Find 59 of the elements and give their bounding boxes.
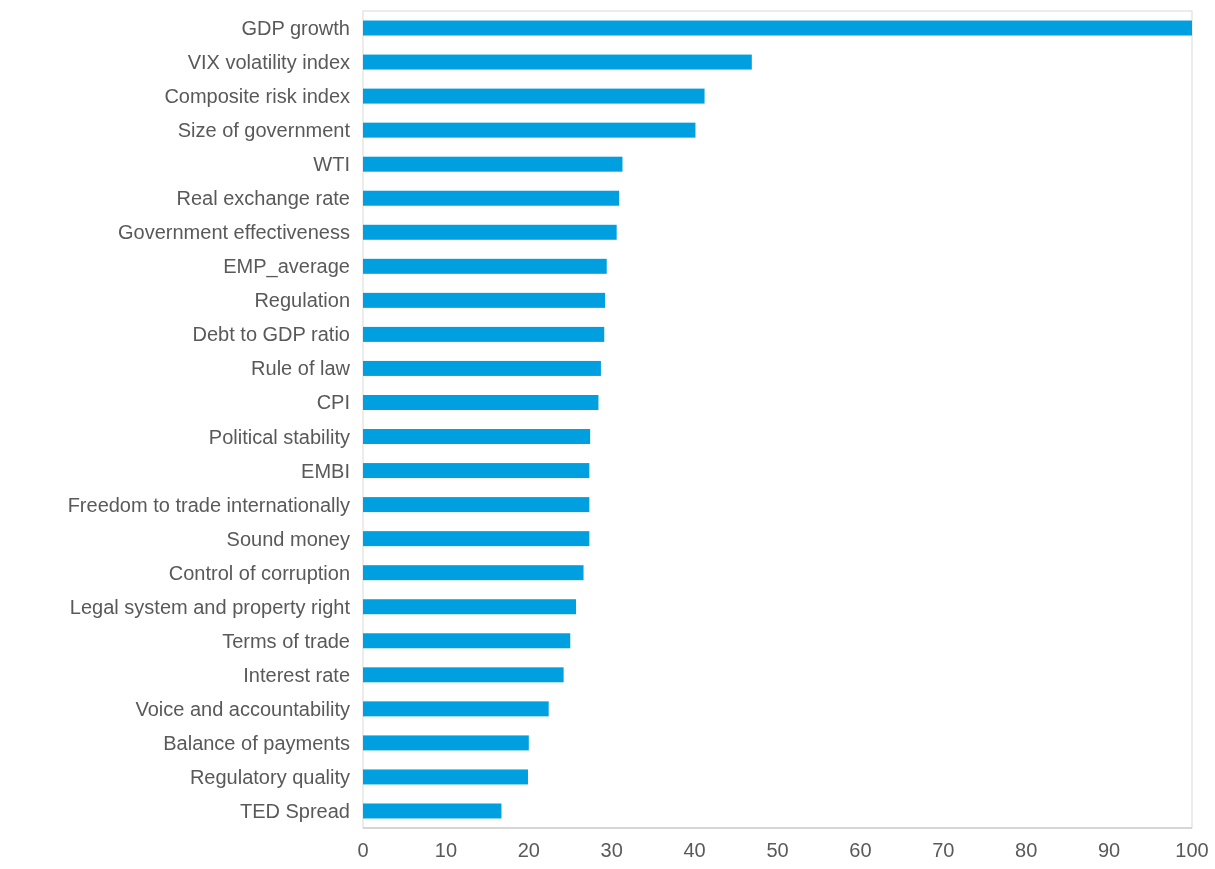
y-tick-label: Political stability xyxy=(208,425,350,448)
y-tick-label: Sound money xyxy=(226,527,350,550)
bar xyxy=(363,429,591,445)
bar xyxy=(363,667,564,683)
y-tick-label: Freedom to trade internationally xyxy=(67,493,350,516)
y-tick-label: GDP growth xyxy=(241,17,350,40)
x-tick-label: 100 xyxy=(1175,839,1209,861)
x-tick-label: 60 xyxy=(849,839,872,861)
y-tick-label: Regulatory quality xyxy=(189,765,350,788)
y-tick-label: Real exchange rate xyxy=(176,187,350,210)
bar xyxy=(363,633,571,649)
x-tick-label: 30 xyxy=(600,839,623,861)
y-tick-label: Regulation xyxy=(254,289,350,312)
bar xyxy=(363,54,752,70)
bar xyxy=(363,20,1192,36)
y-tick-label: Interest rate xyxy=(243,663,350,686)
x-tick-label: 20 xyxy=(517,839,540,861)
x-tick-label: 0 xyxy=(357,839,369,861)
x-tick-label: 40 xyxy=(683,839,706,861)
bar xyxy=(363,531,590,547)
y-tick-label: Rule of law xyxy=(251,357,351,380)
y-tick-label: Debt to GDP ratio xyxy=(192,323,350,346)
bar xyxy=(363,803,502,819)
bar xyxy=(363,224,617,240)
y-tick-label: Terms of trade xyxy=(222,629,350,652)
bar xyxy=(363,122,696,138)
x-tick-label: 90 xyxy=(1097,839,1121,861)
y-tick-label: EMBI xyxy=(301,459,350,482)
x-tick-label: 10 xyxy=(434,839,458,861)
bar xyxy=(363,463,590,479)
bar xyxy=(363,258,607,274)
y-tick-label: VIX volatility index xyxy=(187,51,350,74)
y-tick-label: Government effectiveness xyxy=(118,221,350,244)
y-tick-label: CPI xyxy=(316,391,350,414)
y-tick-label: Voice and accountability xyxy=(135,697,350,720)
bar xyxy=(363,701,549,717)
bar xyxy=(363,735,529,751)
y-tick-label: EMP_average xyxy=(223,255,350,279)
bar xyxy=(363,565,584,581)
bar xyxy=(363,360,601,376)
y-tick-label: Control of corruption xyxy=(168,561,350,584)
y-tick-label: Legal system and property right xyxy=(69,595,351,618)
bar xyxy=(363,326,605,342)
bar xyxy=(363,769,528,785)
bar xyxy=(363,599,577,615)
bar xyxy=(363,394,599,410)
y-tick-label: TED Spread xyxy=(239,799,350,822)
bar xyxy=(363,292,606,308)
x-tick-label: 70 xyxy=(932,839,955,861)
bar xyxy=(363,497,590,513)
y-tick-label: Size of government xyxy=(177,119,351,142)
bar xyxy=(363,190,620,206)
bar xyxy=(363,156,623,172)
y-tick-label: Composite risk index xyxy=(164,85,350,108)
x-tick-label: 80 xyxy=(1015,839,1038,861)
y-tick-label: WTI xyxy=(313,153,350,176)
y-tick-label: Balance of payments xyxy=(163,731,350,754)
bar xyxy=(363,88,705,104)
x-tick-label: 50 xyxy=(766,839,789,861)
